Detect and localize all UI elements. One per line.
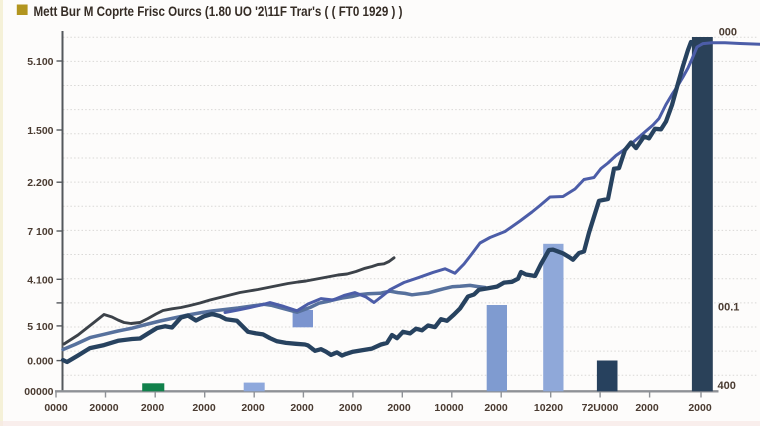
svg-text:00.1: 00.1 [718, 302, 739, 314]
svg-text:2000: 2000 [339, 402, 363, 414]
svg-text:2000: 2000 [290, 402, 314, 414]
svg-text:72U000: 72U000 [582, 402, 619, 414]
svg-text:5.100: 5.100 [27, 56, 53, 68]
svg-text:2000: 2000 [635, 402, 659, 414]
svg-text:5 100: 5 100 [27, 321, 53, 333]
svg-text:4.100: 4.100 [27, 274, 53, 286]
svg-text:2000: 2000 [387, 402, 411, 414]
svg-text:7 100: 7 100 [27, 226, 53, 238]
svg-text:400: 400 [718, 380, 736, 392]
svg-text:0000: 0000 [44, 402, 68, 414]
svg-text:2000: 2000 [192, 402, 216, 414]
svg-text:20000: 20000 [89, 402, 118, 414]
svg-text:Mett Bur M Coprte Frisc Ourcs: Mett Bur M Coprte Frisc Ourcs (1.80 UO '… [34, 4, 403, 19]
svg-text:2000: 2000 [484, 402, 508, 414]
svg-text:10200: 10200 [534, 402, 563, 414]
svg-text:2000: 2000 [241, 402, 265, 414]
svg-text:2.200: 2.200 [27, 177, 53, 189]
svg-text:0.000: 0.000 [27, 356, 53, 368]
svg-text:2000: 2000 [688, 402, 712, 414]
svg-text:1.500: 1.500 [27, 125, 53, 137]
svg-text:10000: 10000 [434, 402, 463, 414]
svg-text:000: 000 [719, 27, 737, 39]
svg-text:00000: 00000 [24, 386, 53, 398]
svg-text:2000: 2000 [141, 402, 165, 414]
